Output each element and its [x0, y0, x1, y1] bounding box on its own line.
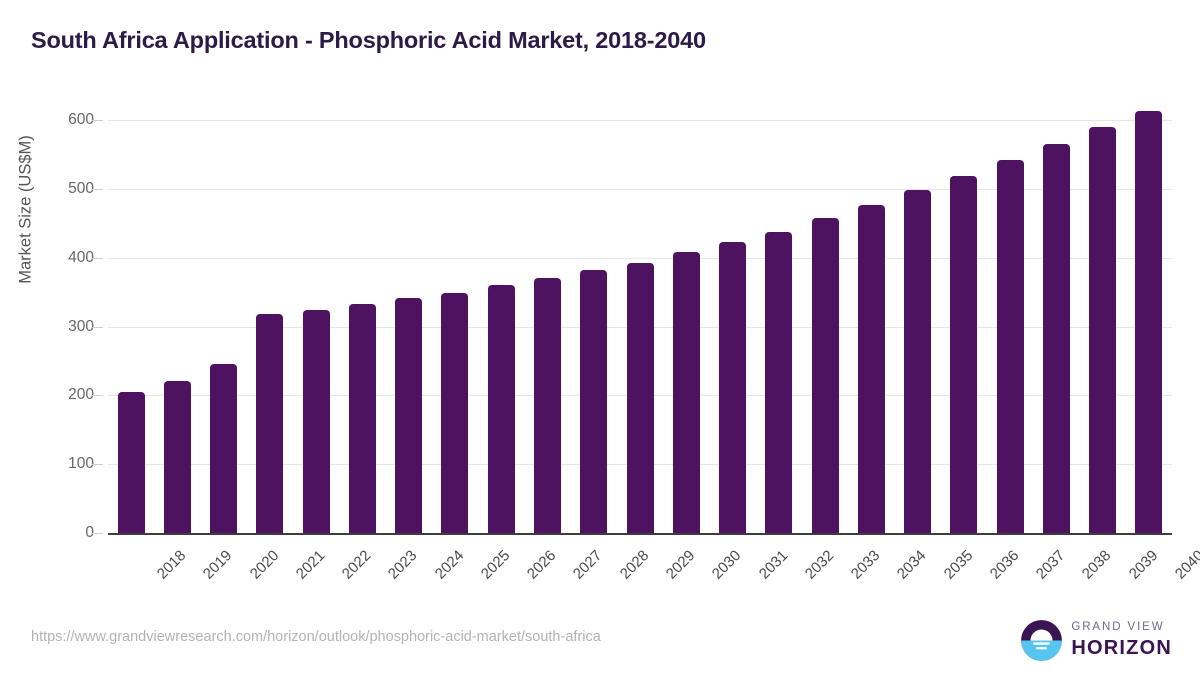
x-axis-tick-label: 2022: [338, 547, 375, 583]
logo-wordmark: GRAND VIEW HORIZON: [1071, 622, 1172, 658]
x-axis-tick-label: 2039: [1125, 547, 1161, 583]
x-axis-tick-label: 2030: [709, 547, 745, 583]
y-axis-title: Market Size (US$M): [16, 135, 35, 284]
bar-2022[interactable]: [302, 309, 330, 533]
bar-2032[interactable]: [765, 231, 793, 533]
bar-2038[interactable]: [1042, 144, 1070, 533]
gridline: [108, 257, 1172, 259]
bar-2028[interactable]: [580, 270, 608, 533]
x-axis-tick-label: 2040: [1171, 547, 1200, 583]
brand-logo: GRAND VIEW HORIZON: [1021, 618, 1172, 662]
x-axis-tick-label: 2036: [986, 547, 1023, 583]
bar-2029[interactable]: [626, 262, 654, 533]
logo-bottom-text: HORIZON: [1071, 636, 1172, 659]
bar-2021[interactable]: [256, 314, 284, 533]
y-axis-tick-label: 200: [68, 386, 94, 404]
x-axis-tick-label: 2021: [292, 547, 329, 583]
page-title: South Africa Application - Phosphoric Ac…: [31, 27, 706, 53]
x-axis-line: [108, 533, 1172, 535]
y-axis-tick-label: 300: [68, 317, 94, 335]
x-axis-tick-label: 2025: [477, 547, 514, 583]
y-axis-tick-mark: [92, 533, 103, 534]
bar-2031[interactable]: [719, 241, 747, 533]
y-axis-tick-label: 400: [68, 248, 94, 266]
bar-2030[interactable]: [672, 252, 700, 533]
y-axis-tick-mark: [92, 257, 103, 259]
gridline: [108, 120, 1172, 121]
source-url[interactable]: https://www.grandviewresearch.com/horizo…: [31, 629, 601, 645]
x-axis-tick-label: 2034: [894, 547, 930, 583]
x-axis-tick-label: 2033: [847, 547, 884, 583]
x-axis-tick-label: 2024: [431, 547, 468, 583]
x-axis-tick-label: 2038: [1079, 547, 1115, 583]
y-axis-tick-mark: [92, 395, 103, 397]
bar-2036[interactable]: [950, 175, 978, 533]
bar-2020[interactable]: [210, 364, 238, 533]
y-axis-tick-marks: [0, 120, 120, 534]
bar-2023[interactable]: [348, 304, 376, 533]
plot-area: [108, 111, 1172, 533]
y-axis-tick-mark: [92, 188, 103, 190]
x-axis-labels: 2018 2019 2020 2021 2022 2023 2024 2025 2026 2027…: [108, 535, 1200, 605]
x-axis-tick-label: 2035: [940, 547, 976, 583]
bar-2034[interactable]: [857, 205, 885, 533]
x-axis-tick-label: 2026: [523, 547, 560, 583]
bar-2037[interactable]: [996, 159, 1024, 533]
logo-top-text: GRAND VIEW: [1071, 621, 1165, 634]
y-axis-tick-mark: [92, 326, 103, 328]
bar-2040[interactable]: [1135, 111, 1163, 533]
x-axis-tick-label: 2027: [570, 547, 606, 583]
y-axis-tick-label: 600: [68, 111, 94, 128]
x-axis-tick-label: 2019: [200, 547, 236, 583]
bar-2027[interactable]: [533, 278, 561, 533]
y-axis-ticks: 0 100 200 300 400 500 600: [16, 111, 94, 541]
y-axis-tick-label: 100: [68, 455, 94, 473]
bar-2025[interactable]: [441, 292, 469, 533]
x-axis-tick-label: 2020: [246, 547, 283, 583]
gridline: [108, 188, 1172, 190]
horizon-circle-icon: [1021, 619, 1063, 661]
x-axis-tick-label: 2029: [662, 547, 699, 583]
bar-2026[interactable]: [487, 285, 515, 533]
bar-2039[interactable]: [1089, 126, 1117, 533]
x-axis-tick-label: 2031: [755, 547, 791, 583]
x-axis-tick-label: 2018: [153, 547, 190, 583]
bar-2018[interactable]: [117, 391, 145, 533]
x-axis-tick-label: 2023: [385, 547, 421, 583]
bar-2035[interactable]: [904, 190, 932, 533]
bar-2024[interactable]: [395, 298, 423, 533]
bar-2019[interactable]: [163, 380, 191, 533]
y-axis-tick-label: 0: [85, 524, 94, 541]
bar-2033[interactable]: [811, 218, 839, 533]
x-axis-tick-label: 2032: [801, 547, 838, 583]
y-axis-tick-mark: [92, 120, 103, 121]
x-axis-tick-label: 2028: [616, 547, 653, 583]
y-axis-tick-mark: [92, 464, 103, 466]
x-axis-tick-label: 2037: [1032, 547, 1069, 583]
y-axis-tick-label: 500: [68, 179, 94, 197]
